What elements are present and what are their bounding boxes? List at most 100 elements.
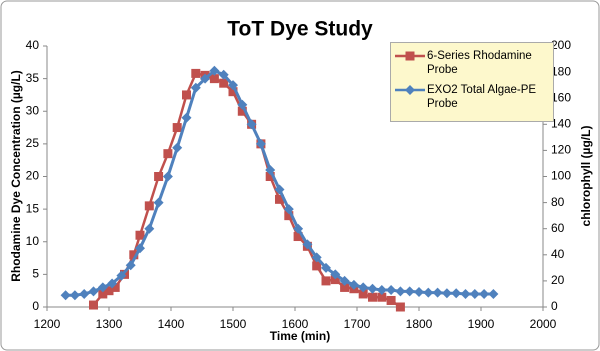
- marker: [163, 149, 173, 159]
- marker: [190, 82, 201, 93]
- y-tick-label: 10: [26, 234, 40, 248]
- x-tick-label: 1800: [406, 317, 433, 331]
- marker: [98, 289, 108, 299]
- marker: [135, 243, 145, 254]
- marker: [209, 65, 220, 76]
- y-tick-label: 40: [26, 38, 40, 52]
- marker: [116, 270, 127, 281]
- marker: [172, 142, 183, 153]
- marker: [237, 99, 248, 110]
- marker: [488, 288, 499, 299]
- y2-tick-label: 160: [551, 90, 571, 104]
- y2-tick-label: 120: [551, 143, 571, 157]
- marker: [153, 197, 164, 208]
- marker: [479, 288, 490, 299]
- marker: [321, 262, 331, 273]
- marker: [312, 261, 322, 271]
- marker: [367, 283, 378, 294]
- marker: [129, 250, 139, 260]
- x-tick-label: 1500: [220, 317, 247, 331]
- marker: [432, 287, 443, 298]
- legend-label: EXO2 Total Algae-PE Probe: [427, 84, 537, 110]
- marker: [79, 288, 90, 299]
- marker: [404, 286, 415, 297]
- marker: [154, 172, 164, 181]
- y2-tick-label: 60: [551, 221, 565, 235]
- marker: [368, 292, 377, 302]
- marker: [423, 287, 434, 298]
- marker: [274, 184, 285, 195]
- marker: [200, 73, 211, 84]
- marker: [386, 295, 396, 305]
- marker: [405, 51, 415, 61]
- x-tick-label: 1200: [34, 317, 61, 331]
- marker: [228, 80, 238, 91]
- y-tick-label: 25: [26, 136, 40, 150]
- chart-title: ToT Dye Study: [227, 18, 373, 41]
- marker: [88, 286, 99, 297]
- marker: [275, 194, 284, 204]
- y2-tick-label: 0: [551, 299, 558, 313]
- marker: [228, 87, 238, 97]
- y-tick-label: 20: [26, 169, 40, 183]
- y2-tick-label: 40: [551, 247, 565, 261]
- marker: [376, 285, 387, 296]
- marker: [110, 282, 120, 292]
- marker: [144, 201, 154, 211]
- marker: [330, 269, 341, 280]
- x-axis-label: Time (min): [270, 329, 330, 343]
- y-tick-label: 0: [32, 299, 39, 313]
- marker: [348, 279, 359, 290]
- y2-tick-label: 140: [551, 116, 571, 130]
- marker: [265, 172, 275, 181]
- y-tick-label: 30: [26, 103, 40, 117]
- marker: [60, 290, 71, 301]
- marker: [162, 171, 173, 182]
- marker: [293, 232, 303, 242]
- marker: [358, 282, 369, 293]
- marker: [377, 292, 387, 302]
- marker: [330, 275, 340, 285]
- marker: [339, 275, 350, 286]
- legend: 6-Series Rhodamine Probe EXO2 Total Algae…: [390, 42, 554, 122]
- marker: [302, 239, 313, 250]
- marker: [395, 302, 405, 312]
- marker: [246, 119, 257, 130]
- marker: [451, 288, 462, 299]
- marker: [104, 286, 114, 296]
- marker: [209, 74, 219, 84]
- marker: [255, 138, 266, 149]
- marker: [135, 230, 145, 240]
- y-tick-label: 15: [26, 201, 40, 215]
- y2-tick-label: 80: [551, 195, 565, 209]
- marker: [469, 288, 480, 299]
- marker: [283, 204, 294, 215]
- marker: [181, 112, 192, 123]
- y-tick-label: 5: [32, 267, 39, 281]
- marker: [182, 90, 191, 100]
- y2-tick-label: 100: [551, 169, 571, 183]
- legend-entry: 6-Series Rhodamine Probe: [393, 49, 551, 77]
- x-tick-label: 1300: [96, 317, 123, 331]
- marker: [265, 164, 276, 175]
- marker: [311, 252, 322, 263]
- marker: [321, 276, 331, 286]
- legend-entry: EXO2 Total Algae-PE Probe: [393, 83, 551, 111]
- marker: [293, 223, 304, 234]
- marker: [144, 223, 155, 234]
- y-tick-label: 35: [26, 71, 40, 85]
- marker: [358, 289, 368, 299]
- marker: [441, 288, 452, 299]
- marker: [405, 85, 415, 95]
- marker: [414, 286, 424, 297]
- marker: [125, 260, 136, 271]
- y2-tick-label: 20: [551, 273, 565, 287]
- x-tick-label: 1700: [344, 317, 371, 331]
- y2-tick-label: 180: [551, 64, 571, 78]
- y2-axis-label: chlorophyll (µg/L): [579, 126, 593, 227]
- marker: [219, 78, 229, 88]
- x-tick-label: 1900: [468, 317, 495, 331]
- marker: [284, 211, 294, 221]
- x-tick-label: 2000: [530, 317, 557, 331]
